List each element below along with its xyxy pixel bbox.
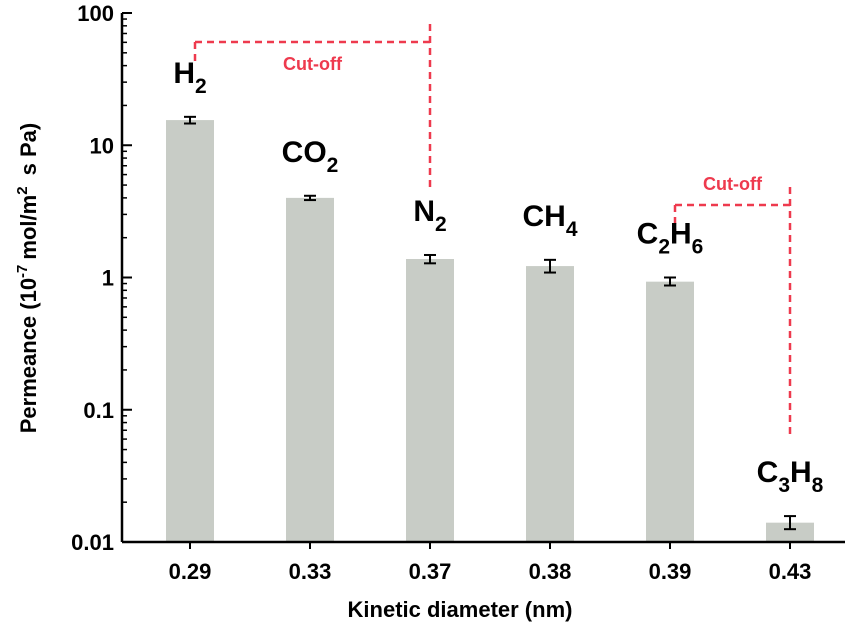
x-tick-label: 0.29	[169, 559, 212, 584]
x-tick-label: 0.38	[529, 559, 572, 584]
error-bar	[664, 276, 676, 287]
cutoff-bracket	[193, 24, 432, 188]
bar	[166, 120, 214, 542]
gas-label: CO2	[282, 136, 339, 177]
y-axis-ticks: 0.01 0.1 1 10 100	[71, 1, 132, 555]
x-axis-title: Kinetic diameter (nm)	[348, 597, 573, 622]
error-bar	[784, 515, 796, 531]
cutoff-label: Cut-off	[703, 174, 763, 194]
bar	[526, 266, 574, 542]
bar	[766, 522, 814, 542]
gas-label: C3H8	[757, 456, 824, 497]
bar	[406, 259, 454, 542]
error-bar	[304, 194, 316, 202]
y-tick-label: 10	[90, 133, 114, 158]
error-bar	[424, 253, 436, 265]
gas-labels: H2 CO2 N2 CH4 C2H6 C3H8	[173, 57, 823, 497]
error-bar	[544, 258, 556, 274]
chart-marks	[166, 115, 814, 542]
gas-label: C2H6	[637, 218, 704, 259]
error-bar	[184, 115, 196, 125]
gas-label: H2	[173, 57, 206, 98]
y-tick-label: 1	[102, 266, 114, 291]
x-axis-ticks: 0.29 0.33 0.37 0.38 0.39 0.43	[169, 542, 812, 584]
x-tick-label: 0.33	[289, 559, 332, 584]
chart-axes	[120, 13, 845, 544]
y-tick-label: 0.01	[71, 530, 114, 555]
x-tick-label: 0.43	[769, 559, 812, 584]
y-tick-label: 0.1	[83, 398, 114, 423]
cutoff-annotations: Cut-off Cut-off	[193, 24, 792, 438]
y-axis-title: Permeance (10-7mol/m2 s Pa)	[14, 123, 41, 434]
gas-label: CH4	[522, 200, 577, 241]
cutoff-bracket	[673, 187, 792, 438]
gas-label: N2	[413, 195, 446, 236]
x-tick-label: 0.39	[649, 559, 692, 584]
x-tick-label: 0.37	[409, 559, 452, 584]
bar	[646, 281, 694, 542]
cutoff-label: Cut-off	[283, 54, 343, 74]
y-tick-label: 100	[77, 1, 114, 26]
bar	[286, 197, 334, 542]
